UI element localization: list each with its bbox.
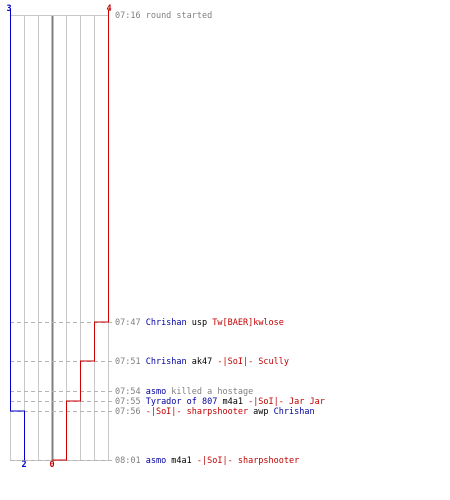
event-guide-lines bbox=[10, 322, 112, 461]
event-time: 08:01 bbox=[115, 456, 141, 466]
event-row: 07:16 round started bbox=[115, 11, 212, 21]
event-weapon-text: m4a1 bbox=[166, 456, 192, 466]
event-row: 07:54 asmo killed a hostage bbox=[115, 387, 253, 397]
event-time: 07:51 bbox=[115, 357, 141, 367]
team-step-lines bbox=[10, 10, 109, 461]
event-weapon-text: awp bbox=[248, 407, 268, 417]
red-team-step-line bbox=[52, 10, 109, 461]
event-red-text: Tw[BAER]kwlose bbox=[207, 318, 284, 328]
blue-start-count: 3 bbox=[6, 4, 11, 14]
event-neutral-text: killed a hostage bbox=[166, 387, 253, 397]
event-weapon-text: ak47 bbox=[187, 357, 213, 367]
event-red-text: -|SoI|- sharpshooter bbox=[192, 456, 299, 466]
timeline-grid bbox=[10, 15, 109, 461]
event-time: 07:47 bbox=[115, 318, 141, 328]
event-time: 07:54 bbox=[115, 387, 141, 397]
event-row: 08:01 asmo m4a1 -|SoI|- sharpshooter bbox=[115, 456, 299, 466]
event-red-text: -|SoI|- sharpshooter bbox=[141, 407, 248, 417]
event-neutral-text: round started bbox=[141, 11, 213, 21]
event-time: 07:55 bbox=[115, 397, 141, 407]
event-row: 07:55 Tyrador of 807 m4a1 -|SoI|- Jar Ja… bbox=[115, 397, 325, 407]
event-red-text: -|SoI|- Jar Jar bbox=[243, 397, 325, 407]
team-count-labels: 3 4 2 0 bbox=[6, 4, 111, 470]
event-log: 07:16 round started 07:47 Chrishan usp Tw… bbox=[115, 11, 325, 466]
event-row: 07:47 Chrishan usp Tw[BAER]kwlose bbox=[115, 318, 284, 328]
event-blue-text: Chrishan bbox=[269, 407, 315, 417]
event-time: 07:56 bbox=[115, 407, 141, 417]
blue-end-count: 2 bbox=[21, 460, 26, 470]
event-red-text: -|SoI|- Scully bbox=[212, 357, 289, 367]
red-start-count: 4 bbox=[106, 4, 111, 14]
event-blue-text: asmo bbox=[141, 387, 167, 397]
event-weapon-text: m4a1 bbox=[217, 397, 243, 407]
event-weapon-text: usp bbox=[187, 318, 207, 328]
red-end-count: 0 bbox=[49, 460, 54, 470]
event-row: 07:51 Chrishan ak47 -|SoI|- Scully bbox=[115, 357, 289, 367]
blue-team-step-line bbox=[10, 10, 25, 460]
event-blue-text: Chrishan bbox=[141, 357, 187, 367]
event-blue-text: Tyrador of 807 bbox=[141, 397, 218, 407]
event-time: 07:16 bbox=[115, 11, 141, 21]
event-row: 07:56 -|SoI|- sharpshooter awp Chrishan bbox=[115, 407, 315, 417]
event-blue-text: Chrishan bbox=[141, 318, 187, 328]
event-blue-text: asmo bbox=[141, 456, 167, 466]
